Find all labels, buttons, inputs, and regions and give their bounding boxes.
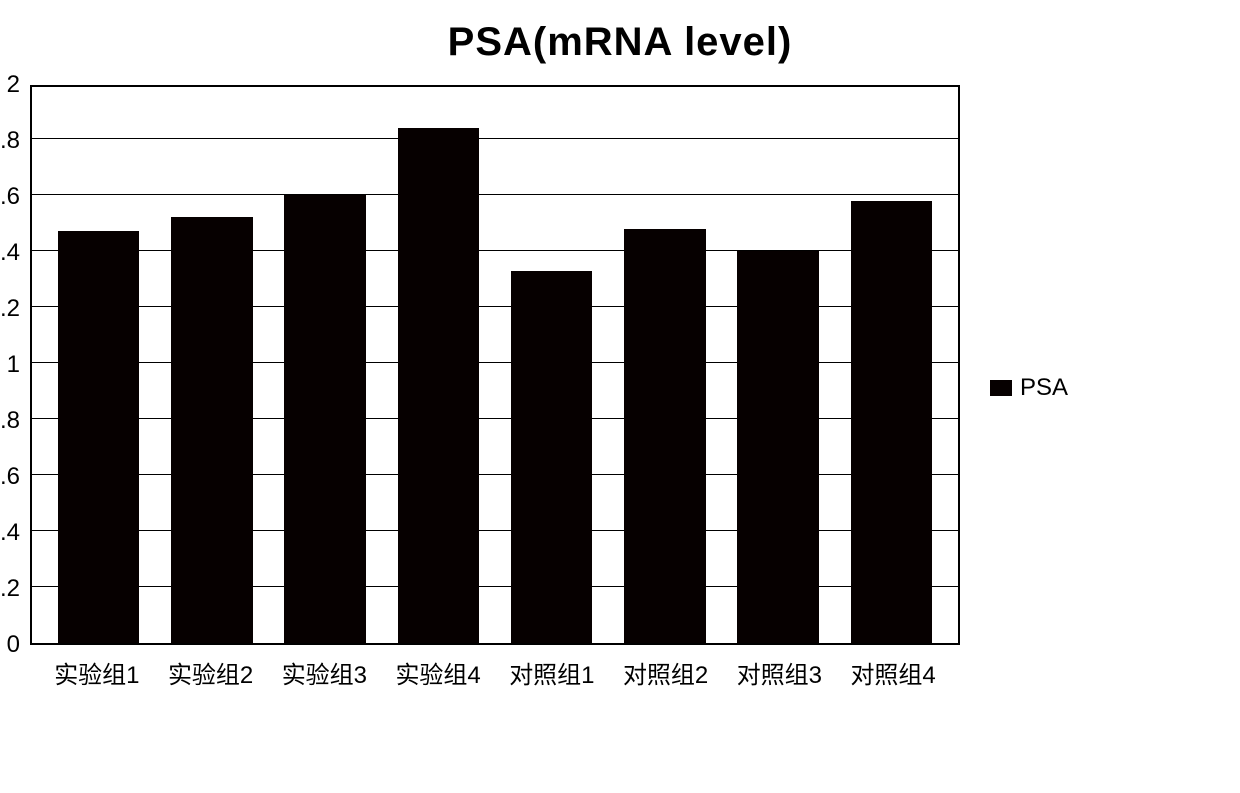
bar <box>851 201 933 643</box>
plot-row: 21.81.61.41.210.80.60.40.20 实验组1实验组2实验组3… <box>20 85 1220 690</box>
bar <box>58 231 140 643</box>
legend-label: PSA <box>1020 374 1068 402</box>
x-axis-label: 实验组2 <box>154 655 268 690</box>
x-axis-labels: 实验组1实验组2实验组3实验组4对照组1对照组2对照组3对照组4 <box>30 655 960 690</box>
x-axis-label: 对照组2 <box>609 655 723 690</box>
bar <box>398 128 480 643</box>
bar <box>737 251 819 643</box>
chart-container: PSA(mRNA level) 21.81.61.41.210.80.60.40… <box>20 20 1220 690</box>
plot-area <box>30 85 960 645</box>
legend: PSA <box>990 374 1068 402</box>
x-axis-label: 实验组1 <box>40 655 154 690</box>
bars-group <box>32 87 958 643</box>
bar <box>284 195 366 643</box>
chart-title: PSA(mRNA level) <box>20 20 1220 65</box>
plot-and-xlabels: 实验组1实验组2实验组3实验组4对照组1对照组2对照组3对照组4 <box>30 85 960 690</box>
x-axis-label: 实验组3 <box>268 655 382 690</box>
y-axis: 21.81.61.41.210.80.60.40.20 <box>20 85 30 645</box>
bar <box>171 217 253 643</box>
x-axis-label: 对照组3 <box>723 655 837 690</box>
legend-swatch <box>990 380 1012 396</box>
x-axis-label: 实验组4 <box>381 655 495 690</box>
x-axis-label: 对照组1 <box>495 655 609 690</box>
x-axis-label: 对照组4 <box>836 655 950 690</box>
bar <box>511 271 593 643</box>
bar <box>624 229 706 643</box>
